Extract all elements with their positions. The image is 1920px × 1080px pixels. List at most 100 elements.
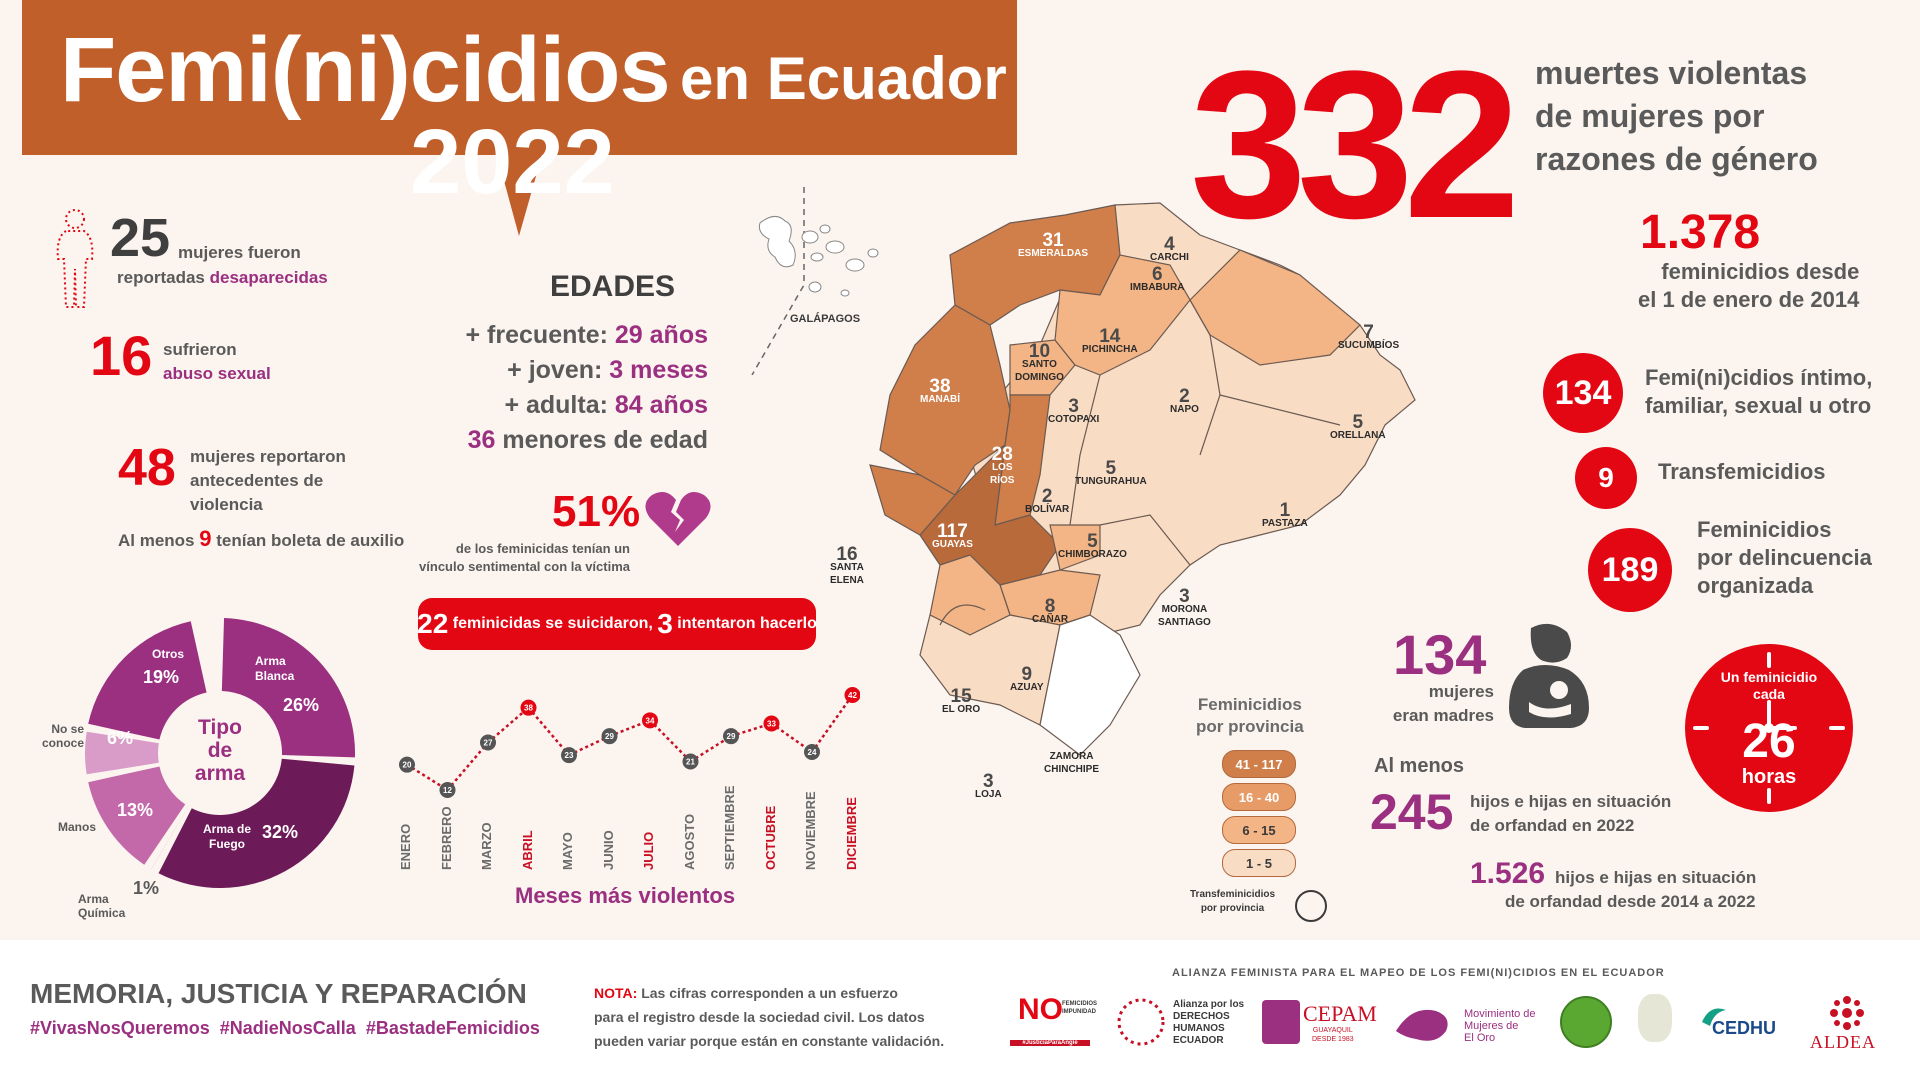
province-pichincha: 14 PICHINCHA — [1082, 327, 1138, 356]
vinculo-value: 51% — [552, 487, 641, 536]
line-segment — [770, 722, 813, 754]
province-name: PASTAZA — [1262, 518, 1308, 529]
province-value: 5 — [1105, 458, 1117, 479]
boleta-pre: Al menos — [118, 531, 195, 550]
province-value: 7 — [1363, 322, 1374, 343]
province-value: 5 — [1087, 531, 1098, 552]
quimica-label: Arma Química — [78, 892, 126, 920]
boleta-post: tenían boleta de auxilio — [216, 531, 405, 550]
province-value: 15 — [950, 686, 972, 707]
province-name: LOS RÍOS — [990, 462, 1015, 486]
madres-value: 134 — [1393, 623, 1487, 686]
province-name: PICHINCHA — [1082, 344, 1138, 355]
madres-text: mujeres eran madres — [1392, 682, 1494, 725]
since-2014-desc: feminicidios desde el 1 de enero de 2014 — [1638, 259, 1860, 312]
orfandad-total-text-2: de orfandad desde 2014 a 2022 — [1505, 892, 1756, 911]
orfandad-total-value: 1.526 — [1470, 857, 1546, 890]
title-banner — [22, 0, 1017, 236]
ddhh-logo-icon — [1117, 998, 1165, 1046]
monthly-line-chart: 20 12 27 38 23 29 34 21 29 33 24 42 — [399, 687, 860, 798]
province-name: CAÑAR — [1032, 614, 1069, 625]
province-name: MORONA SANTIAGO — [1158, 604, 1211, 628]
weapon-type-donut — [85, 618, 355, 888]
province-cañar: 8 CAÑAR — [1032, 597, 1069, 626]
donut-slice-fuego — [158, 758, 355, 888]
galapagos-islands-map — [758, 216, 879, 297]
donut-center-title: Tipo de arma — [194, 716, 246, 785]
province-value: 117 — [937, 521, 968, 542]
data-point — [642, 712, 658, 729]
manos-label: Manos — [58, 820, 97, 834]
province-cotopaxi: 3 COTOPAXI — [1048, 397, 1099, 426]
donut-slice-no_conoce — [85, 731, 159, 775]
ddhh-logo-text: Alianza por los DERECHOS HUMANOS ECUADOR — [1173, 999, 1245, 1046]
province-value: 1 — [1279, 500, 1291, 521]
suicidio-banner: 22 feminicidas se suicidaron, 3 intentar… — [417, 598, 817, 650]
month-tick-label: MAYO — [560, 832, 575, 870]
legend-range: 6 - 15 — [1222, 816, 1296, 844]
since-2014-value: 1.378 — [1640, 206, 1761, 259]
province-guayas: 117 GUAYAS — [932, 521, 973, 551]
data-label: 38 — [524, 704, 533, 713]
desaparecidas-text-3: desaparecidas — [209, 268, 328, 287]
province-value: 3 — [1179, 586, 1190, 607]
mother-child-icon — [1509, 623, 1589, 728]
fuego-label: Arma de Fuego — [203, 822, 252, 851]
data-label: 33 — [767, 720, 776, 729]
clock-icon — [1685, 644, 1853, 812]
cepam-logo-sub: GUAYAQUIL DESDE 1983 — [1312, 1027, 1354, 1043]
no-conoce-pct: 6% — [107, 728, 134, 748]
movimiento-logo-icon — [1396, 1009, 1448, 1041]
data-label: 29 — [727, 732, 736, 741]
data-point — [844, 687, 860, 703]
month-tick-label: DICIEMBRE — [843, 797, 859, 870]
orfandad-text: hijos e hijas en situación de orfandad e… — [1470, 792, 1672, 835]
galapagos-divider — [751, 187, 805, 375]
province-name: LOJA — [975, 789, 1002, 800]
ecuador-map — [869, 202, 1416, 756]
month-tick-label: JULIO — [641, 831, 656, 870]
total-deaths-desc: muertes violentas de mujeres por razones… — [1535, 55, 1818, 177]
trans-desc: Transfemicidios — [1658, 459, 1826, 484]
intimo-desc: Femi(ni)cidios íntimo, familiar, sexual … — [1645, 365, 1873, 418]
donut-slice-manos — [88, 766, 186, 865]
broken-heart-icon — [645, 491, 711, 546]
province-value: 38 — [929, 376, 951, 397]
delincuencia-badge: 189 — [1588, 528, 1672, 612]
province-name: BOLÍVAR — [1025, 504, 1070, 515]
province-loja: 3 LOJA — [975, 772, 1002, 801]
month-tick-label: ENERO — [398, 823, 413, 870]
delincuencia-desc: Feminicidios por delincuencia organizada — [1697, 517, 1872, 598]
line-segment — [446, 741, 489, 791]
province-name: ESMERALDAS — [1018, 248, 1089, 259]
data-point — [804, 744, 820, 760]
province-value: 31 — [1042, 230, 1064, 251]
antecedentes-value: 48 — [118, 439, 176, 497]
province-name: MANABÍ — [920, 394, 960, 405]
alianza-label: ALIANZA FEMINISTA PARA EL MAPEO DE LOS F… — [1172, 967, 1665, 979]
province-value: 16 — [836, 544, 858, 565]
vinculo-text: de los feminicidas tenían un vínculo sen… — [419, 541, 630, 574]
province-azuay: 9 AZUAY — [1010, 665, 1044, 694]
province-value: 10 — [1028, 341, 1051, 362]
legend-range: 41 - 117 — [1222, 750, 1296, 778]
line-chart-title: Meses más violentos — [515, 883, 736, 908]
province-esmeraldas: 31 ESMERALDAS — [1018, 230, 1089, 260]
month-tick-label: ABRIL — [519, 830, 535, 870]
province-manabí: 38 MANABÍ — [920, 376, 960, 406]
province-name: IMBABURA — [1130, 282, 1185, 293]
no-conoce-label: No se conoce — [42, 722, 85, 750]
month-tick-label: SEPTIEMBRE — [722, 785, 737, 870]
province-imbabura: 6 IMBABURA — [1130, 265, 1185, 294]
province-carchi: 4 CARCHI — [1150, 235, 1189, 264]
province-name: NAPO — [1170, 404, 1199, 415]
line-segment — [810, 694, 854, 753]
data-label: 20 — [403, 761, 412, 770]
woman-silhouette-icon — [56, 209, 94, 308]
province-el-oro: 15 EL ORO — [942, 686, 980, 716]
clock-value: 26 — [1742, 715, 1796, 768]
cepam-logo-icon — [1262, 1000, 1300, 1044]
page-subtitle: en Ecuador — [680, 45, 1007, 112]
province-name: CARCHI — [1150, 252, 1189, 263]
page-title: Femi(ni)cidios — [60, 19, 671, 121]
